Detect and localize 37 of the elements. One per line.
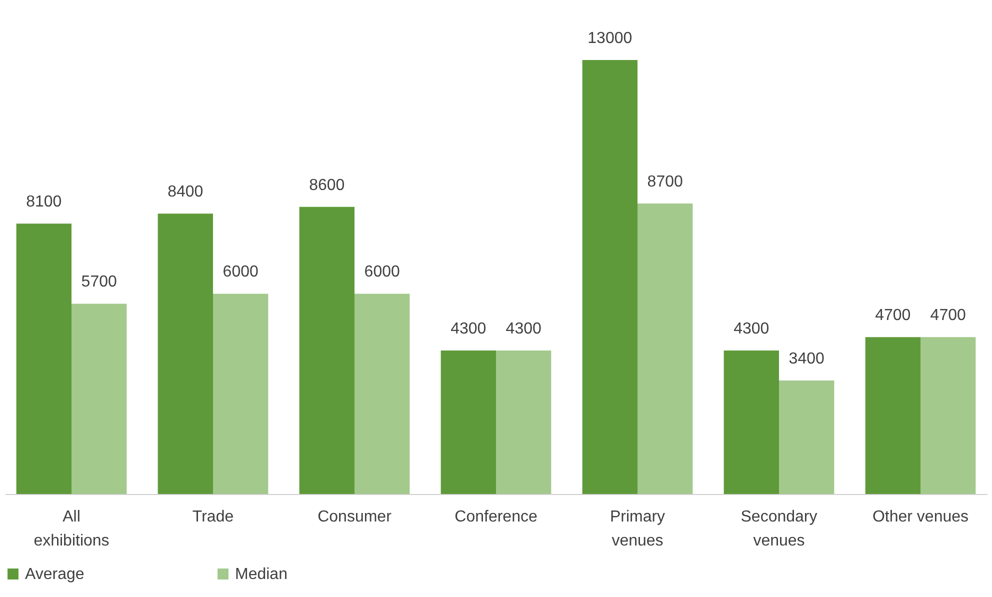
data-label: 4300 [506, 320, 542, 338]
bar [354, 294, 410, 494]
data-label: 8400 [168, 184, 204, 201]
bar [158, 214, 214, 494]
bar [213, 294, 268, 494]
data-label: 5700 [81, 274, 117, 291]
data-label: 4300 [734, 320, 770, 338]
data-label: 4300 [450, 320, 486, 338]
data-label: 8600 [309, 176, 345, 194]
data-label: 4700 [875, 307, 911, 324]
bar [496, 350, 552, 494]
bar [299, 206, 354, 494]
x-tick-label: Primary venues [610, 508, 666, 550]
data-label: 3400 [788, 350, 824, 368]
data-label: 13000 [588, 30, 632, 47]
bar [724, 350, 779, 494]
x-tick-label: Other venues [872, 508, 969, 526]
bar [920, 337, 976, 494]
data-label: 6000 [222, 264, 258, 281]
bar [16, 224, 72, 494]
bar [638, 204, 693, 494]
x-tick-label: All exhibitions [34, 508, 110, 550]
data-label: 8100 [26, 194, 62, 211]
data-label: 8700 [647, 174, 683, 191]
bar [778, 380, 834, 494]
data-label: 4700 [930, 307, 966, 324]
bar [72, 304, 127, 494]
x-tick-label: Consumer [318, 508, 392, 526]
bar [865, 337, 920, 494]
legend-label: Average [25, 566, 84, 583]
bar [440, 350, 496, 494]
data-label: 6000 [364, 264, 400, 281]
x-tick-label: Secondary venues [740, 508, 818, 550]
legend-label: Median [235, 566, 288, 583]
x-tick-label: Trade [192, 508, 234, 526]
x-tick-label: Conference [454, 508, 538, 526]
bar [582, 60, 638, 494]
